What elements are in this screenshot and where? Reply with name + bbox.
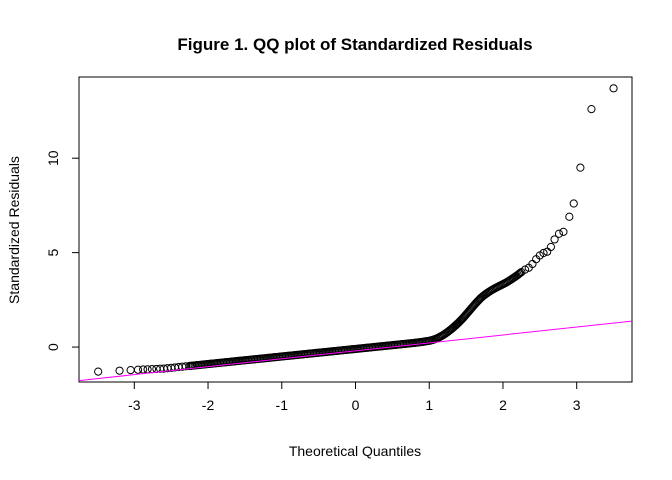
data-point bbox=[546, 242, 555, 252]
x-axis-label: Theoretical Quantiles bbox=[289, 443, 421, 459]
data-point bbox=[550, 235, 559, 244]
data-point bbox=[133, 365, 143, 374]
x-tick-label: -2 bbox=[202, 397, 215, 413]
y-axis: 0 5 10 bbox=[45, 150, 80, 351]
y-tick-label: 0 bbox=[45, 343, 61, 351]
y-tick-label: 10 bbox=[45, 150, 61, 166]
data-point bbox=[559, 227, 568, 236]
data-point bbox=[428, 335, 438, 344]
data-point bbox=[139, 365, 148, 374]
x-tick-label: 0 bbox=[352, 397, 360, 413]
data-point bbox=[587, 105, 596, 114]
x-tick-label: 2 bbox=[499, 397, 507, 413]
data-point bbox=[126, 366, 135, 375]
data-point bbox=[569, 199, 578, 208]
chart-title: Figure 1. QQ plot of Standardized Residu… bbox=[177, 35, 532, 54]
x-axis: -3 -2 -1 0 1 2 3 bbox=[128, 381, 581, 413]
data-point bbox=[576, 163, 585, 172]
x-tick-label: -1 bbox=[276, 397, 289, 413]
data-point bbox=[425, 336, 434, 345]
data-point bbox=[565, 212, 574, 221]
plot-area bbox=[79, 84, 632, 382]
x-tick-label: -3 bbox=[128, 397, 141, 413]
reference-line bbox=[79, 320, 632, 382]
data-point bbox=[185, 361, 194, 371]
plot-frame bbox=[78, 76, 633, 383]
data-point bbox=[554, 229, 564, 238]
x-tick-label: 1 bbox=[425, 397, 433, 413]
data-point bbox=[539, 248, 548, 258]
data-point bbox=[94, 367, 103, 376]
data-point bbox=[115, 366, 124, 375]
x-tick-label: 3 bbox=[573, 397, 581, 413]
y-tick-label: 5 bbox=[45, 249, 61, 257]
plot-marks bbox=[79, 84, 632, 382]
data-point bbox=[609, 84, 618, 93]
y-axis-label: Standardized Residuals bbox=[6, 156, 22, 304]
